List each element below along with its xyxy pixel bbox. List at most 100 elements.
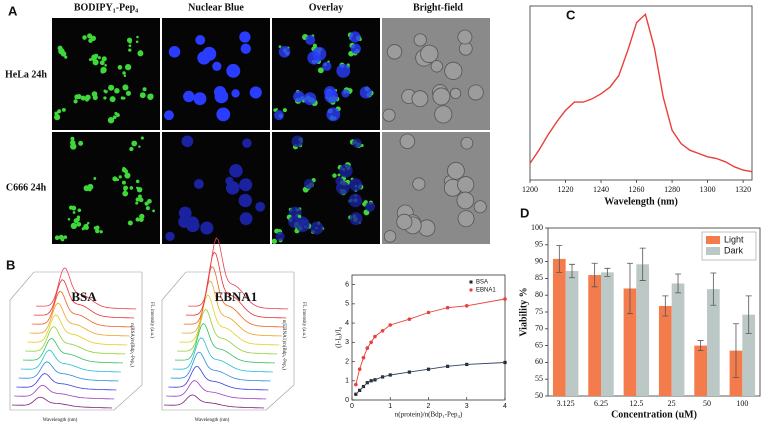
green-spot <box>88 58 92 62</box>
x-tick-label: 1220 <box>558 185 574 194</box>
error-bar <box>639 247 646 281</box>
x-tick-label: 1200 <box>522 185 538 194</box>
waterfall-title: BSA <box>71 289 97 304</box>
green-spot <box>73 218 79 224</box>
nucleus <box>242 138 252 148</box>
x-tick-label: 50 <box>703 399 711 408</box>
y-tick-label: 3 <box>345 339 349 346</box>
green-spot <box>112 176 118 182</box>
green-spot <box>127 220 133 226</box>
point <box>354 382 358 387</box>
green-spot <box>129 146 134 152</box>
micrograph <box>52 18 160 130</box>
green-spot <box>135 217 140 222</box>
nucleus <box>214 89 229 104</box>
green-spot <box>140 136 144 140</box>
axis-label: FL intensity (a.u.) <box>149 302 154 338</box>
green-spot <box>128 48 132 52</box>
green-spot <box>83 185 90 192</box>
green-spot <box>107 117 115 124</box>
row-label: HeLa 24h <box>5 69 47 80</box>
cell <box>399 133 416 149</box>
x-tick-label: 25 <box>668 399 676 408</box>
green-spot <box>90 35 97 42</box>
axis-label: Wavelength (nm) <box>43 418 78 423</box>
cell <box>456 191 475 210</box>
green-spot <box>275 108 278 111</box>
green-spot <box>63 235 68 240</box>
spectrum-trace <box>166 380 267 400</box>
micrograph <box>382 132 490 244</box>
green-spot <box>152 209 155 213</box>
cell <box>412 177 426 191</box>
nucleus <box>275 231 285 242</box>
cell <box>444 61 463 80</box>
green-spot <box>84 225 89 230</box>
nucleus <box>278 46 291 58</box>
green-spot <box>70 143 77 150</box>
fit-line <box>355 362 506 395</box>
green-spot <box>135 197 140 202</box>
green-spot <box>54 114 61 121</box>
green-spot <box>101 56 107 62</box>
green-spot <box>337 173 341 177</box>
spectrum-trace <box>18 361 119 382</box>
nucleus <box>229 164 243 178</box>
fit-line <box>355 298 506 385</box>
green-spot <box>85 94 91 101</box>
nucleus <box>178 215 191 228</box>
green-spot <box>297 214 302 219</box>
x-tick-label: 0 <box>350 403 354 410</box>
green-spot <box>136 186 143 193</box>
green-spot <box>122 84 129 91</box>
cell <box>382 108 396 122</box>
error-bar <box>626 262 633 315</box>
green-spot <box>76 93 82 100</box>
micrograph <box>162 132 270 244</box>
green-spot <box>128 44 132 48</box>
x-axis-label: Concentration (uM) <box>611 409 697 420</box>
cell <box>413 33 427 47</box>
x-tick-label: 3.125 <box>557 399 575 408</box>
nucleus <box>165 231 175 242</box>
green-spot <box>135 201 139 205</box>
spectrum-trace <box>181 280 282 337</box>
y-tick-label: 4 <box>345 320 349 327</box>
cell <box>457 210 475 228</box>
green-spot <box>123 169 129 174</box>
green-spot <box>147 198 152 204</box>
bar <box>707 289 720 396</box>
cell <box>411 90 429 108</box>
nucleus <box>249 86 262 99</box>
green-spot <box>80 95 86 101</box>
nucleus <box>226 63 241 78</box>
spectrum-trace <box>183 265 284 328</box>
y-tick-label: 90 <box>535 256 543 265</box>
box-frame <box>161 271 295 411</box>
green-spot <box>278 45 282 48</box>
green-spot <box>78 140 84 146</box>
panel-label: C <box>566 7 576 22</box>
green-spot <box>58 234 64 240</box>
nucleus <box>216 107 231 122</box>
legend-label: Dark <box>724 245 744 255</box>
cell <box>457 29 473 45</box>
nucleus <box>303 179 314 189</box>
green-spot <box>149 93 154 98</box>
point <box>354 392 358 396</box>
green-spot <box>70 136 75 141</box>
spectrum-trace <box>179 294 280 346</box>
panel-label: A <box>8 3 18 18</box>
x-tick-label: 1320 <box>735 185 751 194</box>
nucleus <box>200 221 214 235</box>
y-tick-label: 75 <box>535 307 543 316</box>
bar <box>636 264 650 396</box>
legend-marker <box>469 280 473 284</box>
box-frame <box>9 271 143 411</box>
green-spot <box>112 115 117 120</box>
green-spot <box>123 74 127 78</box>
nucleus <box>212 61 222 71</box>
green-spot <box>104 63 107 67</box>
green-spot <box>282 108 287 113</box>
green-spot <box>136 35 139 39</box>
